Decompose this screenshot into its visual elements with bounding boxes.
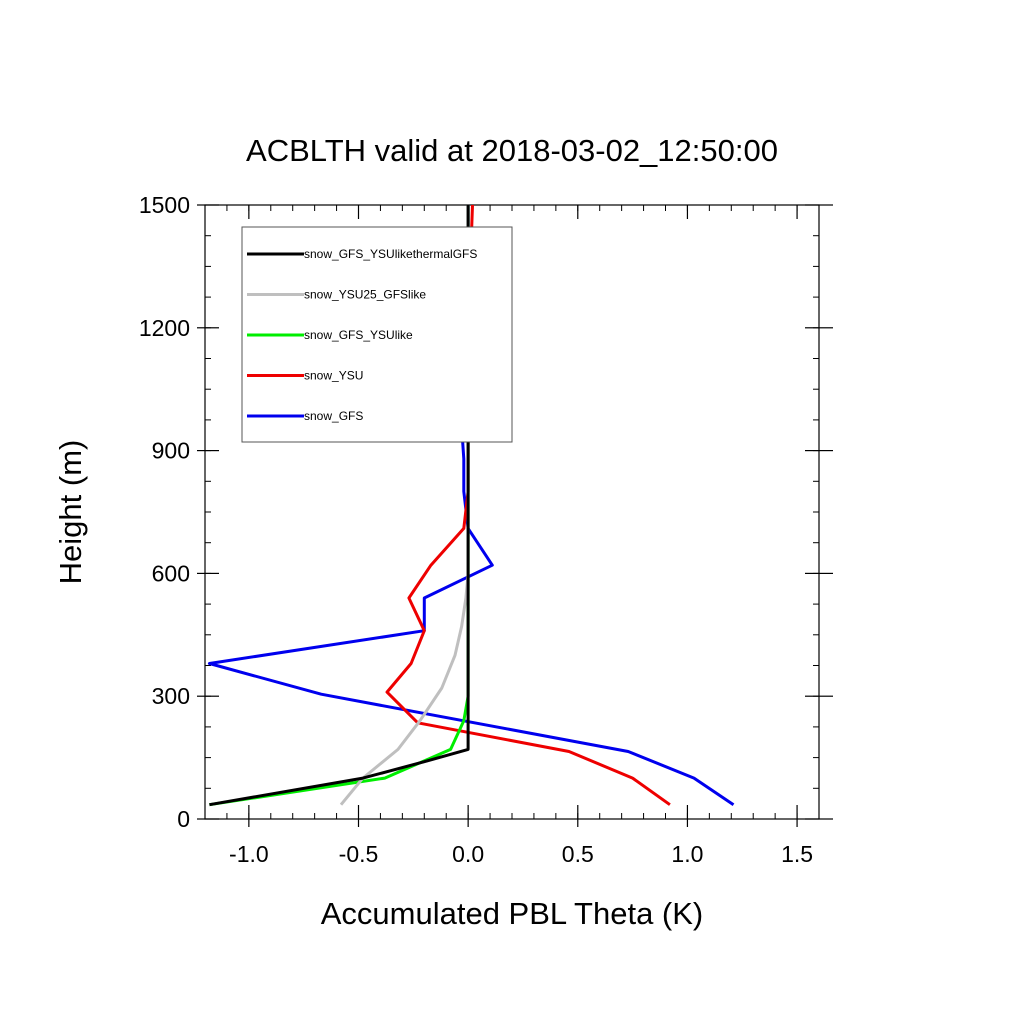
x-tick-label: 0.5 bbox=[562, 841, 594, 867]
x-tick-label: -0.5 bbox=[339, 841, 379, 867]
y-tick-label: 600 bbox=[152, 560, 190, 586]
legend-label-snow-gfs-ysulike: snow_GFS_YSUlike bbox=[304, 328, 413, 342]
x-tick-label: 0.0 bbox=[452, 841, 484, 867]
y-tick-label: 900 bbox=[152, 438, 190, 464]
x-tick-label: -1.0 bbox=[229, 841, 269, 867]
chart-title: ACBLTH valid at 2018-03-02_12:50:00 bbox=[246, 133, 778, 168]
x-tick-label: 1.0 bbox=[671, 841, 703, 867]
y-axis-label: Height (m) bbox=[53, 440, 88, 585]
legend-label-snow-gfs-ysulikethermalgfs: snow_GFS_YSUlikethermalGFS bbox=[304, 247, 477, 261]
y-tick-label: 0 bbox=[177, 806, 190, 832]
plot-area: -1.0 -0.5 0.0 0.5 1.0 1.5 0 300 600 900 1200 1500 bbox=[139, 192, 833, 867]
legend-label-snow-gfs: snow_GFS bbox=[304, 409, 363, 423]
legend-label-snow-ysu: snow_YSU bbox=[304, 369, 363, 383]
y-tick-label: 300 bbox=[152, 683, 190, 709]
y-tick-label: 1200 bbox=[139, 315, 190, 341]
legend-label-snow-ysu25-gfslike: snow_YSU25_GFSlike bbox=[304, 288, 426, 302]
y-tick-label: 1500 bbox=[139, 192, 190, 218]
legend: snow_GFS_YSUlikethermalGFS snow_YSU25_GFS… bbox=[241, 226, 513, 443]
x-tick-label: 1.5 bbox=[781, 841, 813, 867]
x-axis-label: Accumulated PBL Theta (K) bbox=[321, 896, 704, 931]
